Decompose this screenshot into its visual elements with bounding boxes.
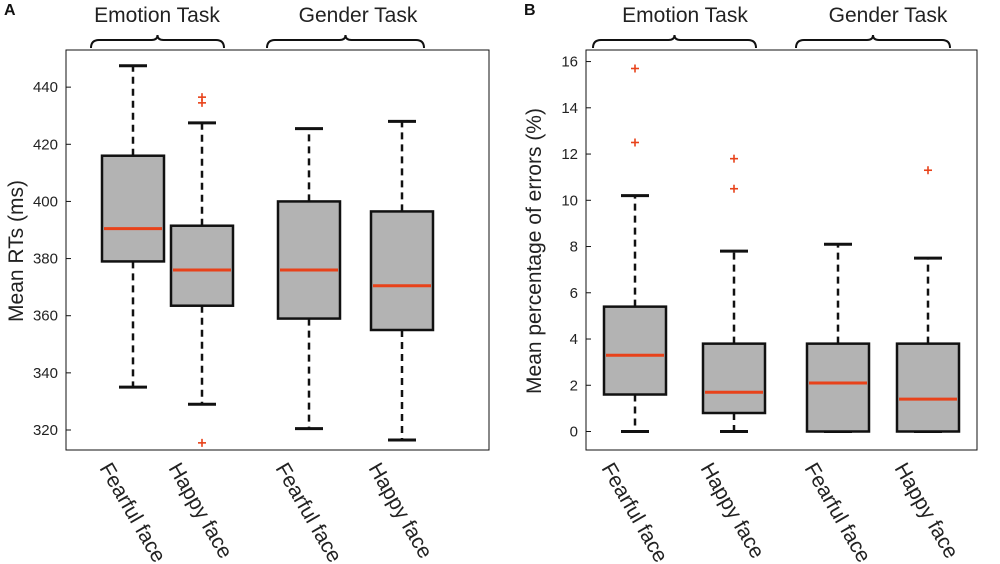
category-label: Fearful face bbox=[800, 459, 875, 564]
category-label: Happy face bbox=[696, 459, 769, 563]
box-2 bbox=[701, 154, 767, 434]
y-tick-label: 400 bbox=[33, 193, 58, 210]
box-4 bbox=[369, 119, 435, 442]
category-label: Fearful face bbox=[95, 459, 170, 564]
y-tick-label: 380 bbox=[33, 251, 58, 268]
y-axis-label-b: Mean percentage of errors (%) bbox=[523, 108, 546, 394]
panel-a-boxplot: A Mean RTs (ms) Emotion Task Gender Task… bbox=[4, 2, 490, 564]
category-label: Fearful face bbox=[597, 459, 672, 564]
box-2 bbox=[169, 93, 235, 447]
y-tick-label: 6 bbox=[570, 285, 578, 302]
group-label-gender-b: Gender Task bbox=[829, 4, 948, 27]
group-bracket bbox=[90, 34, 225, 49]
y-tick-label: 420 bbox=[33, 136, 58, 153]
y-tick-label: 320 bbox=[33, 422, 58, 439]
box-3 bbox=[276, 127, 342, 431]
iqr-box bbox=[276, 200, 342, 320]
y-tick-label: 14 bbox=[561, 100, 578, 117]
y-tick-label: 340 bbox=[33, 365, 58, 382]
iqr-box bbox=[100, 154, 166, 263]
category-label: Happy face bbox=[164, 459, 237, 563]
y-axis-label-a: Mean RTs (ms) bbox=[5, 180, 28, 322]
outlier-marker bbox=[198, 93, 206, 102]
outlier-marker bbox=[924, 166, 932, 175]
y-tick-label: 10 bbox=[561, 192, 578, 209]
y-tick-label: 8 bbox=[570, 239, 578, 256]
group-label-gender-a: Gender Task bbox=[299, 4, 418, 27]
y-tick-label: 2 bbox=[570, 377, 578, 394]
box-3 bbox=[805, 242, 871, 434]
y-tick-label: 440 bbox=[33, 79, 58, 96]
outlier-marker bbox=[198, 438, 206, 447]
panel-b-boxplot: B Mean percentage of errors (%) Emotion … bbox=[523, 2, 978, 564]
iqr-box bbox=[895, 342, 961, 433]
plot-frame bbox=[65, 49, 490, 451]
y-tick-label: 0 bbox=[570, 424, 578, 441]
box-4 bbox=[895, 166, 961, 434]
group-label-emotion-a: Emotion Task bbox=[94, 4, 220, 27]
outlier-marker bbox=[631, 138, 639, 147]
y-tick-label: 4 bbox=[570, 331, 578, 348]
panel-label-a: A bbox=[4, 2, 16, 19]
iqr-box bbox=[805, 342, 871, 433]
y-tick-label: 12 bbox=[561, 146, 578, 163]
y-tick-label: 16 bbox=[561, 54, 578, 71]
outlier-marker bbox=[631, 64, 639, 73]
box-1 bbox=[100, 64, 166, 389]
iqr-box bbox=[369, 210, 435, 332]
category-label: Happy face bbox=[890, 459, 963, 563]
iqr-box bbox=[169, 224, 235, 307]
box-1 bbox=[602, 64, 668, 434]
panel-label-b: B bbox=[524, 2, 536, 19]
category-label: Happy face bbox=[364, 459, 437, 563]
group-bracket bbox=[592, 34, 757, 49]
group-bracket bbox=[795, 34, 951, 49]
plot-frame bbox=[585, 49, 978, 451]
iqr-box bbox=[701, 342, 767, 415]
group-bracket bbox=[266, 34, 425, 49]
y-tick-label: 360 bbox=[33, 308, 58, 325]
outlier-marker bbox=[730, 154, 738, 163]
category-label: Fearful face bbox=[271, 459, 346, 564]
outlier-marker bbox=[730, 184, 738, 193]
group-label-emotion-b: Emotion Task bbox=[622, 4, 748, 27]
iqr-box bbox=[602, 305, 668, 396]
